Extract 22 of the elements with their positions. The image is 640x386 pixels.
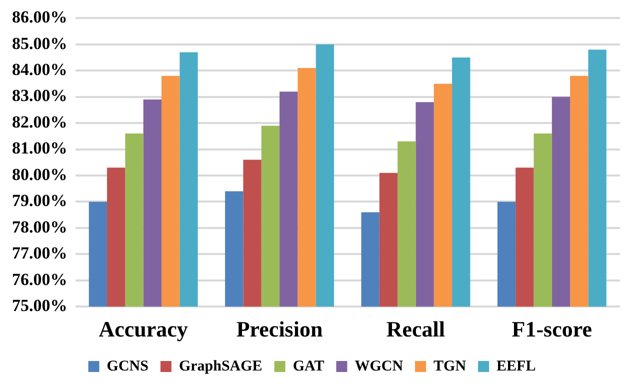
y-tick-label: 79.00% xyxy=(12,191,68,210)
x-tick-label: Recall xyxy=(386,316,446,342)
x-tick-label: Accuracy xyxy=(98,316,188,342)
y-tick-label: 84.00% xyxy=(12,60,68,80)
legend-label: TGN xyxy=(434,358,466,374)
y-tick-label: 76.00% xyxy=(12,270,68,289)
x-tick-label: F1-score xyxy=(512,316,592,342)
x-tick-label: Precision xyxy=(236,316,323,342)
y-tick-label: 85.00% xyxy=(12,34,68,53)
y-tick-label: 75.00% xyxy=(12,296,68,315)
legend-label: GCNS xyxy=(106,358,148,374)
legend-label: WGCN xyxy=(354,358,404,374)
y-tick-label: 83.00% xyxy=(12,86,68,106)
y-tick-label: 86.00% xyxy=(12,8,68,27)
legend-label: EEFL xyxy=(496,358,536,374)
y-tick-label: 80.00% xyxy=(12,164,68,184)
y-tick-label: 82.00% xyxy=(12,112,68,132)
y-tick-label: 81.00% xyxy=(12,138,68,158)
y-tick-label: 78.00% xyxy=(12,217,68,236)
y-tick-label: 77.00% xyxy=(12,244,68,263)
legend-label: GAT xyxy=(292,358,324,374)
legend-label: GraphSAGE xyxy=(178,358,262,374)
